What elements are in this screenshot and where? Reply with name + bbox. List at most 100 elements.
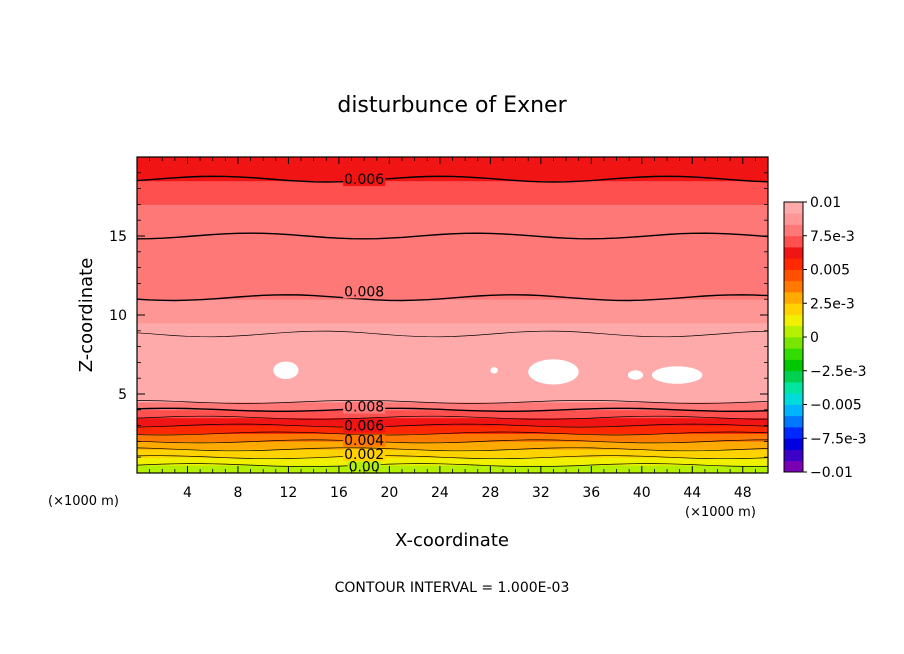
contour-label-bg [343,401,386,414]
field-band [137,401,768,411]
colorbar-cell [784,404,803,417]
colorbar-cell [784,213,803,225]
x-tick-label: 12 [280,485,298,501]
contour-label: 0.006 [344,419,384,435]
colorbar-cell [784,359,803,372]
colorbar-cell [784,202,803,214]
colorbar-tick-label: 2.5e-3 [810,296,855,312]
white-blob [273,361,299,379]
x-tick-label: 32 [532,485,550,501]
contour-line [137,423,768,428]
field-band [137,409,768,419]
field-band [137,425,768,434]
x-unit-right: (×1000 m) [685,505,756,520]
colorbar-cell [784,224,803,237]
colorbar-cell [784,348,803,360]
colorbar-cell [784,247,803,259]
white-blob [651,366,703,384]
colorbar-cell [784,325,803,338]
colorbar-cell [784,382,803,394]
colorbar-cell [784,280,803,293]
field-band [137,417,768,427]
field-band [137,441,768,450]
contour-label: 0.002 [344,447,384,463]
contour-line [137,455,768,460]
contour-label: 0.008 [344,284,384,300]
field-band [137,433,768,442]
colorbar-tick-label: −0.005 [810,398,862,414]
contour-line [137,400,768,404]
x-tick-label: 28 [481,485,499,501]
field-band [137,457,768,466]
contour-interval-text: CONTOUR INTERVAL = 1.000E-03 [335,580,570,596]
contour-label-bg [343,174,386,187]
colorbar-tick-label: −2.5e-3 [810,364,867,380]
colorbar-cell [784,449,803,462]
colorbar-cell [784,292,803,304]
contour-label: 0.00 [349,460,380,476]
contour-label: 0.008 [344,400,384,416]
colorbar-tick-label: 0.005 [810,263,850,279]
field-band [137,180,768,205]
x-tick-label: 20 [380,485,398,501]
field-band [137,386,768,403]
contour-line [137,175,768,183]
x-tick-label: 4 [183,485,192,501]
colorbar-cell [784,393,803,405]
y-tick-label: 10 [109,308,127,324]
colorbar-tick-label: 0 [810,330,819,346]
x-tick-label: 48 [734,485,752,501]
field-band [137,449,768,458]
white-blob [528,359,579,385]
x-tick-label: 24 [431,485,449,501]
x-tick-label: 40 [633,485,651,501]
contour-line [137,407,768,412]
colorbar-cell [784,337,803,349]
contour-line [137,463,768,467]
contour-label-bg [343,434,386,447]
colorbar-cell [784,370,803,383]
colorbar-tick-label: −7.5e-3 [810,431,867,447]
colorbar-cell [784,460,803,473]
x-unit-left: (×1000 m) [48,494,119,509]
contour-line [137,232,768,240]
contour-line [137,439,768,444]
colorbar-cell [784,269,803,282]
colorbar-cell [784,427,803,439]
colorbar-tick-label: 7.5e-3 [810,229,855,245]
contour-label: 0.006 [344,172,384,188]
contour-label-bg [347,461,381,474]
y-tick-label: 5 [118,387,127,403]
field-band [137,322,768,340]
colorbar-cell [784,235,803,248]
white-blob [627,370,644,380]
chart-title: disturbunce of Exner [337,93,567,118]
contour-label-bg [343,420,386,433]
x-axis: 4 8 12 16 20 24 28 32 36 40 44 48 [149,157,756,501]
x-tick-label: 16 [330,485,348,501]
field-band [137,236,768,300]
contour-line [137,415,768,420]
y-axis-title: Z-coordinate [76,258,97,373]
colorbar-cell [784,314,803,327]
y-axis: 5 10 15 [109,172,768,458]
colorbar-tick-label: 0.01 [810,195,841,211]
contour-line [137,294,768,302]
colorbar: 0.01 7.5e-3 0.005 2.5e-3 0 −2.5e-3 −0.005 −7.5e… [783,195,867,481]
contour-label: 0.004 [344,433,384,449]
colorbar-cell [784,415,803,428]
x-tick-label: 8 [233,485,242,501]
x-tick-label: 44 [683,485,701,501]
contour-line [137,447,768,452]
x-tick-label: 36 [582,485,600,501]
y-tick-label: 15 [109,229,127,245]
colorbar-cell [784,438,803,450]
field-band [137,204,768,237]
contour-label-bg [343,286,386,299]
contour-line [137,431,768,436]
colorbar-tick-label: −0.01 [810,465,853,481]
contour-line [137,330,768,338]
x-axis-title: X-coordinate [395,530,509,551]
